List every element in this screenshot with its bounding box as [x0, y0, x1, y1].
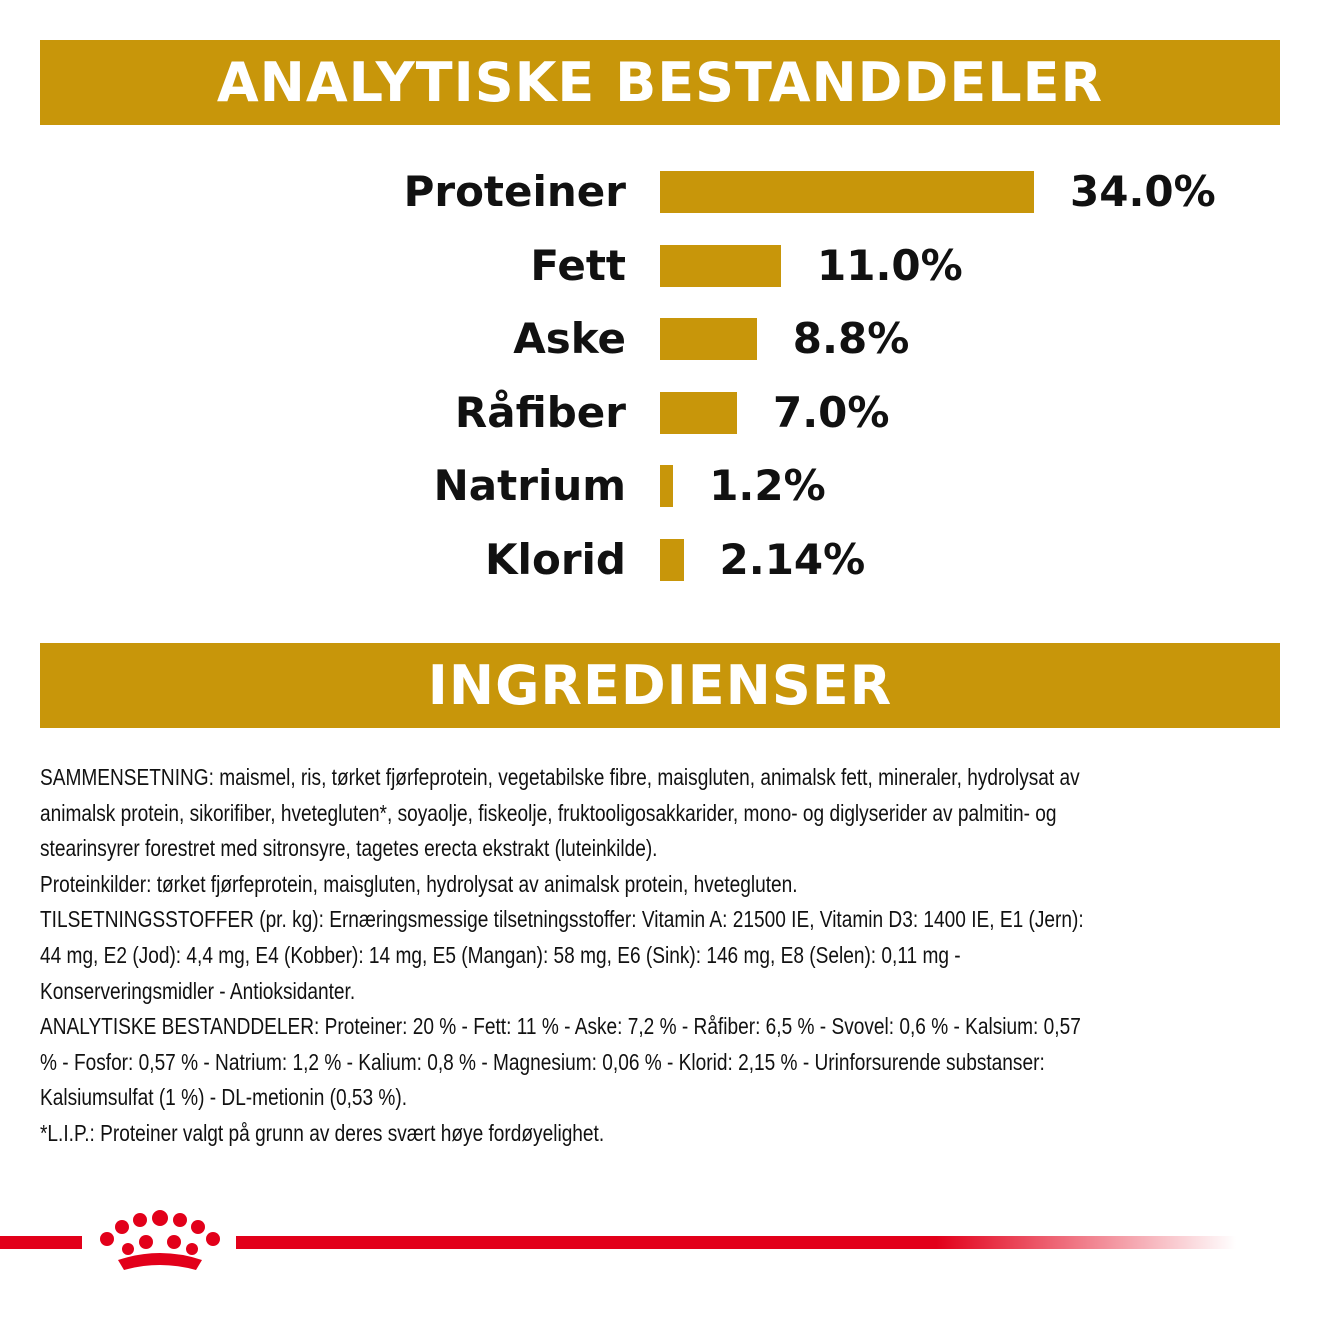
row-value: 1.2% [709, 461, 826, 510]
crown-icon [100, 1210, 220, 1270]
row-label: Fett [530, 240, 626, 290]
row-value: 34.0% [1070, 167, 1216, 216]
row-bar [660, 171, 1034, 213]
row-label: Klorid [485, 534, 626, 584]
ingredients-banner: INGREDIENSER [40, 643, 1280, 728]
row-bar [660, 391, 737, 434]
brand-footer [0, 1200, 1320, 1280]
brand-footer-graphic [0, 1210, 1236, 1270]
brand-stripe-right [236, 1236, 1236, 1249]
row-bar [660, 538, 684, 581]
footnote-paragraph: *L.I.P.: Proteiner valgt på grunn av der… [40, 1119, 605, 1146]
row-value: 7.0% [773, 387, 890, 437]
row-bar [660, 318, 757, 360]
analysis-row-aske: Aske 8.8% [0, 309, 1320, 369]
brand-stripe-left [0, 1236, 82, 1249]
row-label: Natrium [433, 461, 626, 510]
row-bar [660, 465, 674, 507]
analysis-row-fett: Fett 11.0% [0, 236, 1320, 296]
ingredients-text: SAMMENSETNING: maismel, ris, tørket fjør… [40, 760, 1086, 1152]
composition-paragraph: SAMMENSETNING: maismel, ris, tørket fjør… [40, 764, 1080, 862]
row-bar [660, 244, 781, 287]
analysis-row-proteiner: Proteiner 34.0% [0, 162, 1320, 222]
additives-paragraph: TILSETNINGSSTOFFER (pr. kg): Ernæringsme… [40, 906, 1084, 1004]
analysis-row-natrium: Natrium 1.2% [0, 456, 1320, 516]
row-value: 11.0% [817, 240, 963, 290]
analytical-constituents-paragraph: ANALYTISKE BESTANDDELER: Proteiner: 20 %… [40, 1013, 1081, 1111]
row-value: 2.14% [719, 534, 866, 584]
row-value: 8.8% [792, 314, 910, 363]
row-label: Proteiner [403, 167, 626, 216]
analysis-row-rafiber: Råfiber 7.0% [0, 383, 1320, 443]
analysis-row-klorid: Klorid 2.14% [0, 530, 1320, 590]
ingredients-title: INGREDIENSER [427, 654, 893, 717]
row-label: Aske [513, 314, 626, 363]
analysis-title: ANALYTISKE BESTANDDELER [216, 51, 1104, 114]
analysis-banner: ANALYTISKE BESTANDDELER [40, 40, 1280, 125]
protein-sources-paragraph: Proteinkilder: tørket fjørfeprotein, mai… [40, 870, 798, 897]
row-label: Råfiber [454, 387, 626, 437]
